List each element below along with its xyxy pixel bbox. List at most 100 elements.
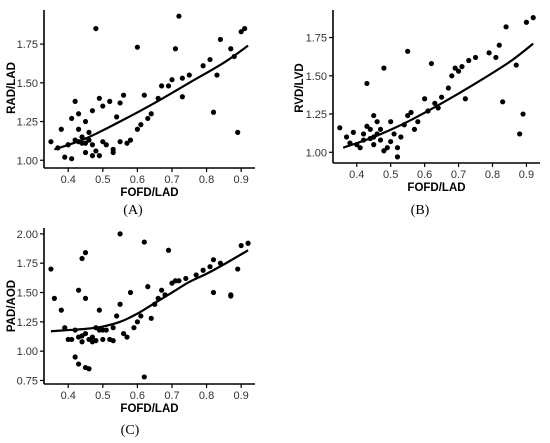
data-point: [93, 25, 99, 32]
data-point: [117, 139, 123, 145]
y-tick-label: 1.00: [306, 147, 327, 159]
data-point: [183, 275, 189, 282]
data-point: [405, 48, 411, 54]
data-point: [107, 98, 113, 104]
data-point: [377, 126, 384, 132]
data-point: [148, 111, 154, 117]
data-point: [86, 366, 92, 372]
data-point: [337, 125, 343, 131]
panel-a: 0.4 0.5 0.6 0.7 0.8 0.9 1.00 1.25 1.50 1.75 FOFD/L…: [6, 10, 255, 218]
data-point: [165, 247, 172, 253]
data-point: [422, 96, 428, 102]
data-point: [120, 92, 127, 98]
data-point: [82, 250, 89, 256]
data-point: [238, 29, 244, 35]
data-point: [134, 319, 140, 325]
data-point: [103, 327, 109, 333]
data-point: [388, 119, 394, 125]
data-point: [391, 131, 397, 137]
data-point: [148, 315, 154, 321]
data-point: [217, 36, 224, 43]
data-point: [523, 19, 530, 25]
data-point: [62, 154, 68, 160]
x-tick-label: 0.4: [61, 174, 76, 186]
data-point: [432, 100, 438, 106]
data-point: [214, 72, 220, 78]
data-point: [517, 131, 523, 137]
data-point: [145, 115, 151, 122]
data-point: [459, 64, 465, 70]
data-point: [82, 118, 89, 125]
data-point: [117, 301, 123, 307]
data-point: [530, 15, 536, 21]
x-tick-label: 0.4: [349, 169, 364, 181]
data-point: [210, 289, 217, 296]
data-point: [165, 83, 172, 89]
y-tick-label: 1.25: [306, 109, 327, 121]
data-point: [72, 354, 78, 360]
data-point: [371, 142, 377, 148]
data-point: [100, 336, 106, 343]
y-tick-label: 1.25: [17, 117, 38, 129]
data-point: [82, 330, 89, 337]
data-point: [364, 123, 370, 129]
data-point: [96, 95, 102, 101]
data-point: [131, 325, 137, 331]
data-point: [141, 239, 147, 245]
y-tick-label: 1.75: [306, 33, 327, 45]
y-tick-label: 1.75: [17, 258, 38, 270]
data-point: [472, 54, 479, 61]
data-point: [110, 325, 116, 331]
data-point: [134, 126, 140, 132]
y-tick-label: 1.25: [17, 317, 38, 329]
data-point: [69, 115, 75, 122]
data-point: [438, 94, 445, 100]
data-point: [179, 94, 185, 100]
y-axis-title: PAD/AOD: [6, 280, 18, 332]
data-point: [100, 139, 106, 145]
data-point: [381, 148, 387, 154]
x-tick-label: 0.4: [61, 390, 76, 402]
y-axis-title: RAD/LAD: [6, 62, 18, 114]
data-point: [513, 62, 519, 68]
x-tick-label: 0.6: [130, 174, 145, 186]
data-point: [210, 257, 217, 263]
data-point: [500, 99, 506, 105]
data-point: [141, 374, 147, 380]
data-point: [89, 153, 96, 159]
data-point: [93, 148, 99, 154]
data-point: [62, 325, 68, 331]
data-point: [169, 77, 175, 83]
data-point: [242, 25, 248, 32]
data-point: [58, 126, 64, 132]
data-point: [117, 231, 123, 237]
data-point: [394, 145, 401, 151]
data-point: [138, 122, 144, 128]
x-tick-label: 0.7: [164, 174, 179, 186]
data-point: [235, 129, 241, 135]
x-tick-label: 0.5: [95, 174, 110, 186]
fit-curve: [342, 42, 534, 149]
data-point: [141, 92, 147, 98]
data-point: [493, 54, 499, 61]
data-point: [89, 334, 96, 340]
x-axis-title: FOFD/LAD: [407, 182, 465, 194]
y-tick-label: 1.50: [306, 71, 327, 83]
data-point: [415, 119, 421, 125]
data-point: [89, 108, 96, 114]
x-tick-label: 0.6: [417, 169, 432, 181]
y-tick-label: 1.50: [17, 78, 38, 90]
data-point: [51, 295, 57, 301]
panel-label: (C): [121, 423, 140, 438]
data-point: [193, 272, 199, 278]
data-point: [455, 68, 462, 74]
y-tick-label: 2.00: [17, 229, 38, 241]
data-point: [114, 114, 120, 120]
data-point: [200, 267, 206, 273]
x-tick-label: 0.9: [519, 169, 534, 181]
data-point: [100, 103, 106, 109]
data-point: [120, 330, 127, 337]
data-point: [127, 137, 134, 143]
data-point: [96, 307, 102, 313]
